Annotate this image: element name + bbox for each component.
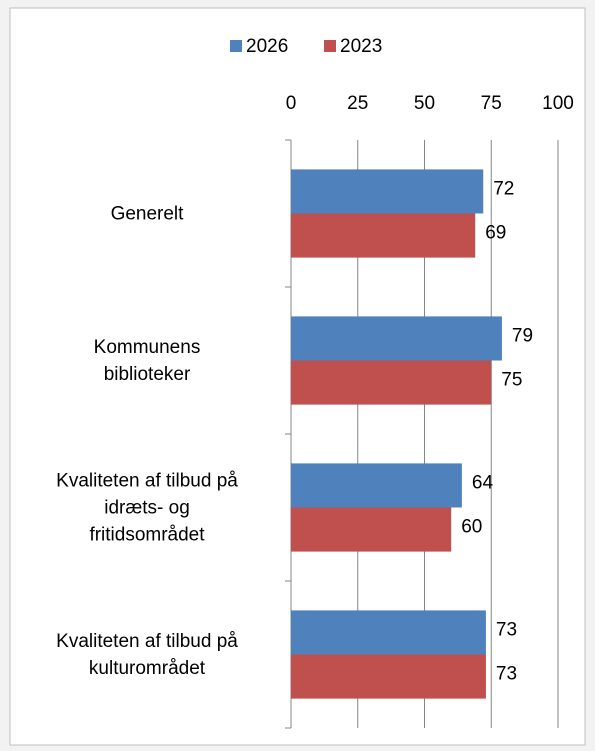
data-label: 79	[512, 325, 533, 346]
bar	[291, 316, 502, 361]
x-tick-label: 0	[286, 93, 297, 114]
legend-label: 2026	[246, 36, 288, 57]
data-label: 73	[496, 664, 517, 685]
data-label: 75	[501, 370, 522, 391]
bar	[291, 169, 484, 214]
bar	[291, 463, 462, 508]
data-label: 60	[461, 517, 482, 538]
x-tick-label: 100	[542, 93, 574, 114]
x-tick-label: 75	[481, 93, 502, 114]
legend-label: 2023	[340, 36, 382, 57]
y-tick-label: Kommunens biblioteker	[93, 336, 201, 385]
bar	[291, 610, 486, 655]
x-tick-label: 25	[347, 93, 368, 114]
y-tick-label: Generelt	[110, 203, 184, 224]
bar	[291, 213, 476, 258]
y-tick-label: Kvaliteten af tilbud på kulturområdet	[56, 630, 238, 679]
bar	[291, 360, 492, 405]
y-tick-label: Kvaliteten af tilbud på idræts- og friti…	[56, 470, 238, 545]
data-label: 73	[496, 619, 517, 640]
data-label: 72	[493, 178, 514, 199]
data-label: 69	[485, 223, 506, 244]
legend-swatch	[230, 40, 242, 52]
bar	[291, 507, 452, 552]
bar	[291, 654, 486, 699]
x-tick-label: 50	[414, 93, 435, 114]
data-label: 64	[472, 472, 494, 493]
legend-swatch	[324, 40, 336, 52]
